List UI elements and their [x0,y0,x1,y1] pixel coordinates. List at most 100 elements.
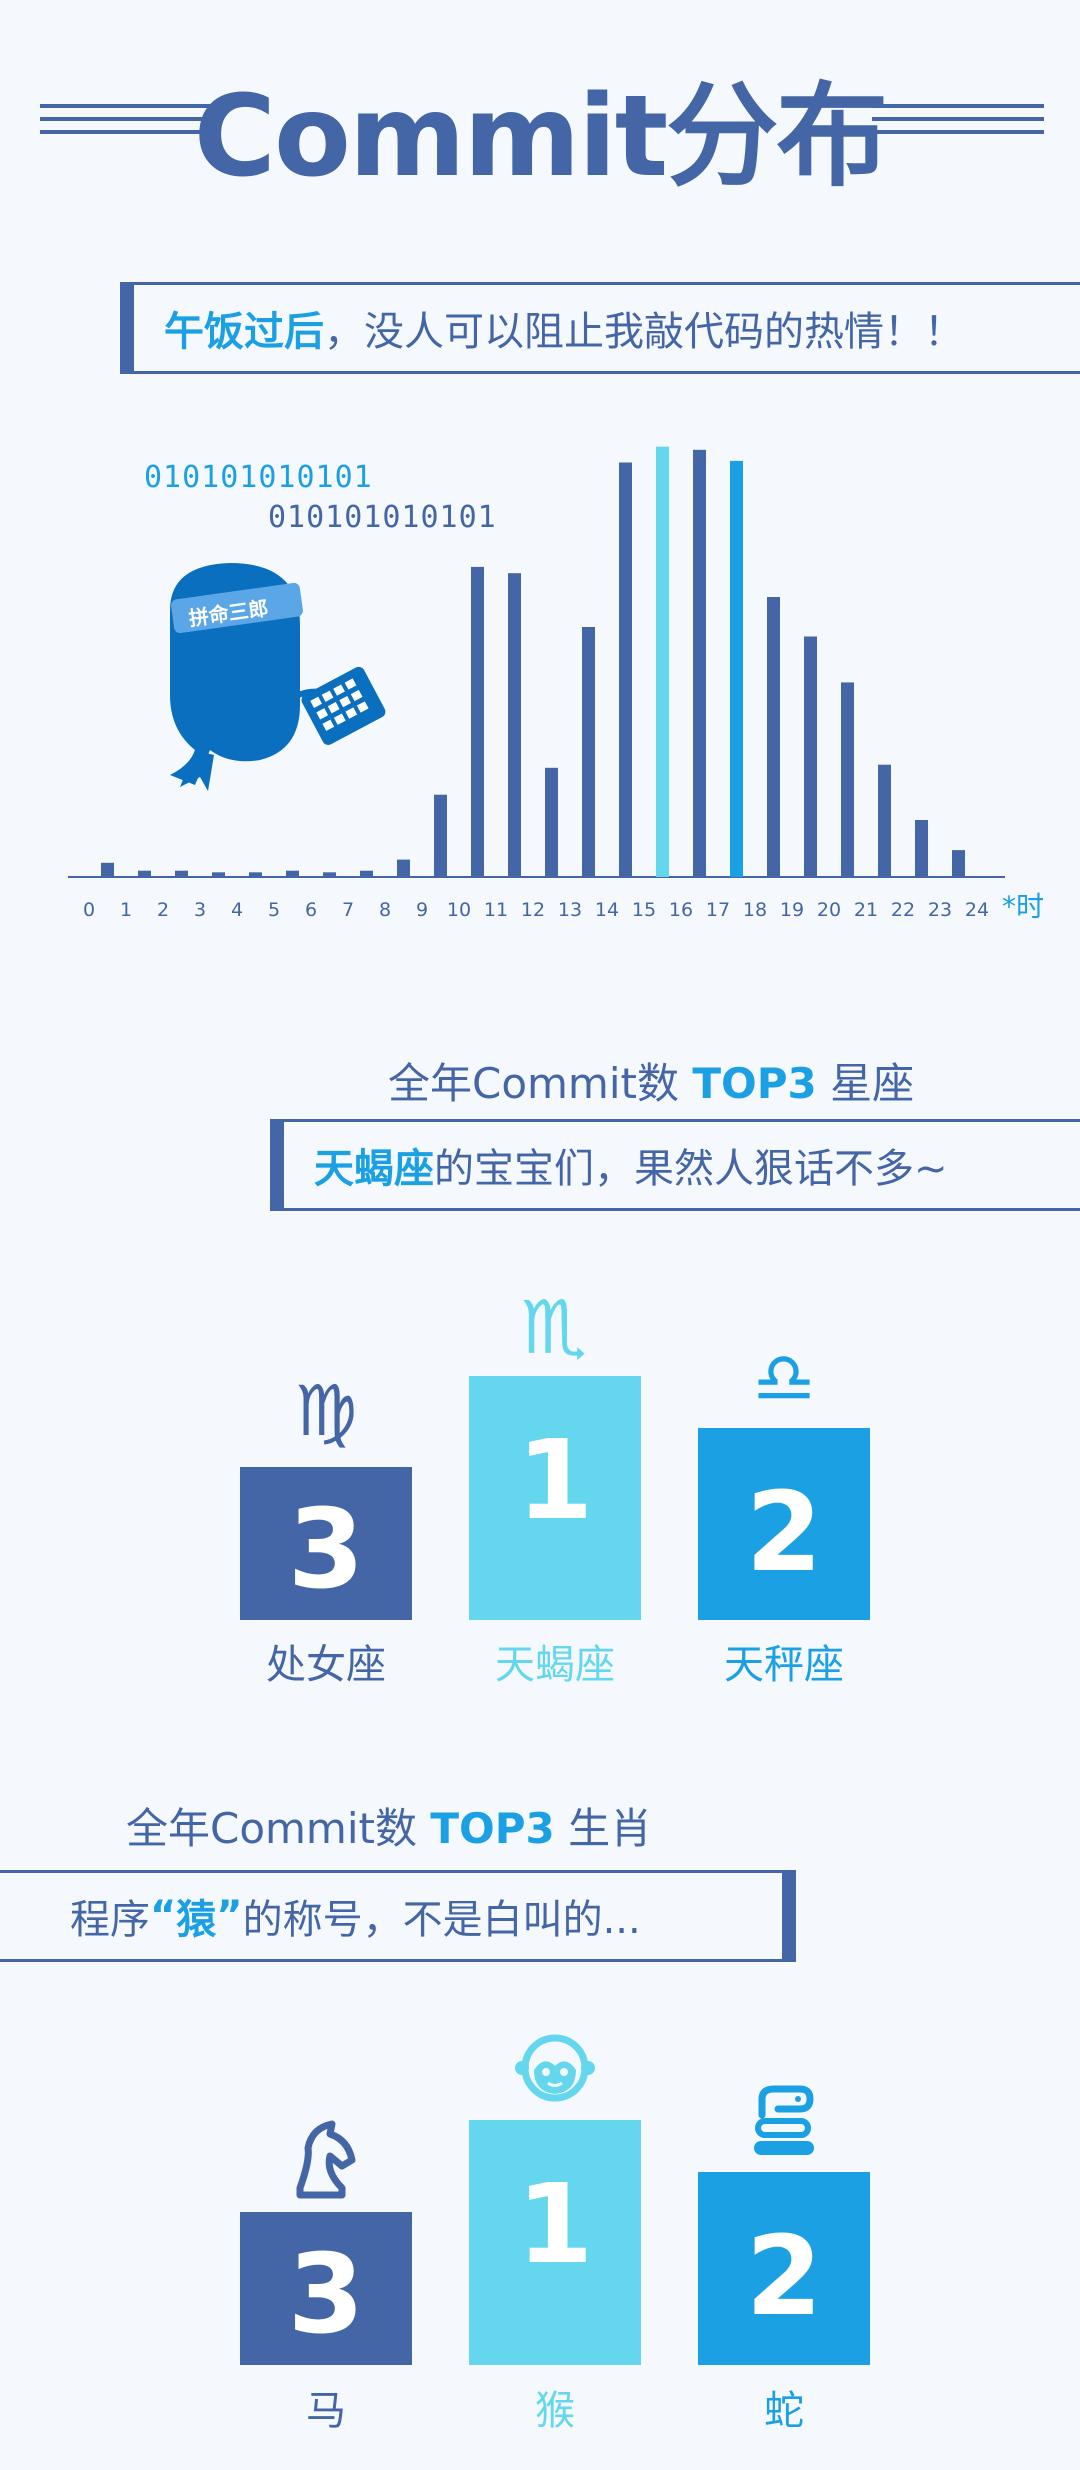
x-tick-17: 17 [706,899,730,921]
shengxiao-rank-2: 2 [745,2212,823,2340]
shengxiao-podium-2: 2 [698,2172,870,2365]
zodiac-heading-suffix: 星座 [830,1059,915,1108]
whale-icon: 拼命三郎 [170,563,343,791]
shengxiao-heading: 全年Commit数 TOP3 生肖 [126,1795,652,1856]
x-tick-8: 8 [379,899,391,921]
x-tick-2: 2 [157,899,169,921]
zodiac-rank-1: 1 [516,1416,594,1544]
shengxiao-heading-prefix: 全年Commit数 [126,1804,417,1853]
x-tick-20: 20 [817,899,841,921]
commit-hour-chart: 0 1 2 3 4 5 6 7 8 9 10 11 12 13 14 15 16 17 18 19 20 21 22 23 24… [68,446,1044,923]
horse-icon [296,2120,356,2199]
zodiac-heading-highlight: TOP3 [692,1059,817,1108]
x-tick-24: 24 [965,899,989,921]
x-tick-15: 15 [632,899,656,921]
snake-icon [754,2085,814,2155]
bar-hour-20 [841,682,854,877]
shengxiao-rank-1: 1 [516,2160,594,2288]
x-tick-21: 21 [854,899,878,921]
zodiac-label-libra: 天秤座 [724,1642,844,1688]
shengxiao-rank-3: 3 [287,2229,365,2358]
shengxiao-heading-highlight: TOP3 [430,1804,555,1853]
shengxiao-heading-suffix: 生肖 [568,1804,653,1853]
binary-line-2: 010101010101 [268,500,497,535]
x-tick-13: 13 [558,899,582,921]
bar-hour-9 [434,794,447,877]
callout-lunch: 午饭过后 ，没人可以阻止我敲代码的热情！！ [120,282,1080,374]
callout-shengxiao-open-quote: “ [150,1893,177,1939]
callout-zodiac-highlight: 天蝎座 [314,1146,434,1192]
callout-shengxiao-prefix: 程序 [70,1897,150,1943]
bar-hour-12 [545,767,558,877]
zodiac-heading-prefix: 全年Commit数 [388,1059,679,1108]
callout-shengxiao-highlight: 猿 [176,1897,217,1943]
x-tick-6: 6 [305,899,317,921]
x-tick-0: 0 [83,899,95,921]
page-title: Commit分布 [193,72,888,202]
callout-lunch-text: ，没人可以阻止我敲代码的热情！！ [324,309,964,355]
bar-hour-18 [767,597,780,877]
x-tick-11: 11 [484,899,508,921]
zodiac-label-virgo: 处女座 [266,1642,386,1688]
x-tick-12: 12 [521,899,545,921]
x-tick-18: 18 [743,899,767,921]
bar-hour-16 [693,449,706,877]
x-tick-5: 5 [268,899,280,921]
shengxiao-podium-1: 1 [469,2120,641,2365]
bar-hour-1 [138,870,151,877]
zodiac-podium-1: 1 [469,1376,641,1620]
libra-icon: ♎ [752,1337,816,1419]
zodiac-podium-3: 3 [240,1467,412,1620]
x-tick-16: 16 [669,899,693,921]
bar-hour-4 [249,872,262,877]
x-tick-1: 1 [120,899,132,921]
zodiac-heading: 全年Commit数 TOP3 星座 [388,1050,914,1111]
x-tick-10: 10 [447,899,471,921]
bar-hour-15 [656,446,669,877]
bar-hour-6 [323,872,336,877]
x-tick-9: 9 [416,899,428,921]
monkey-icon [515,2034,595,2102]
callout-lunch-highlight: 午饭过后 [164,309,324,355]
callout-shengxiao-text: 的称号，不是白叫的... [242,1897,641,1943]
scorpio-icon: ♏ [520,1285,588,1371]
virgo-icon: ♍ [294,1370,358,1452]
bar-hour-19 [804,636,817,877]
bar-hour-17 [730,460,743,877]
bar-hour-13 [582,627,595,877]
x-tick-7: 7 [342,899,354,921]
zodiac-rank-2: 2 [745,1468,823,1596]
keyboard-icon [301,666,386,745]
bar-hour-11 [508,573,521,877]
shengxiao-label-monkey: 猴 [535,2388,575,2434]
x-tick-14: 14 [595,899,619,921]
x-tick-19: 19 [780,899,804,921]
bar-hour-2 [175,870,188,877]
bar-hour-7 [360,870,373,877]
x-tick-3: 3 [194,899,206,921]
x-tick-23: 23 [928,899,952,921]
binary-line-1: 010101010101 [144,460,373,495]
shengxiao-label-horse: 马 [306,2388,346,2434]
zodiac-label-scorpio: 天蝎座 [495,1642,615,1688]
bar-hour-23 [952,850,965,877]
chart-unit-label: *时 [1002,890,1044,923]
zodiac-rank-3: 3 [287,1484,365,1613]
bar-hour-0 [101,862,114,877]
bar-hour-8 [397,859,410,877]
shengxiao-podium-3: 3 [240,2212,412,2365]
bar-hour-10 [471,566,484,877]
bar-hour-21 [878,764,891,877]
title-right-lines [872,104,1044,136]
mascot-illustration: 拼命三郎 [170,563,386,791]
x-tick-22: 22 [891,899,915,921]
callout-shengxiao-close-quote: ” [216,1893,243,1939]
bar-hour-3 [212,872,225,877]
title-left-lines [40,104,212,136]
zodiac-podium-2: 2 [698,1428,870,1620]
bar-hour-22 [915,820,928,877]
x-tick-4: 4 [231,899,243,921]
bar-hour-14 [619,462,632,877]
callout-zodiac: 天蝎座 的宝宝们，果然人狠话不多~ [270,1119,1080,1211]
shengxiao-label-snake: 蛇 [764,2388,804,2434]
